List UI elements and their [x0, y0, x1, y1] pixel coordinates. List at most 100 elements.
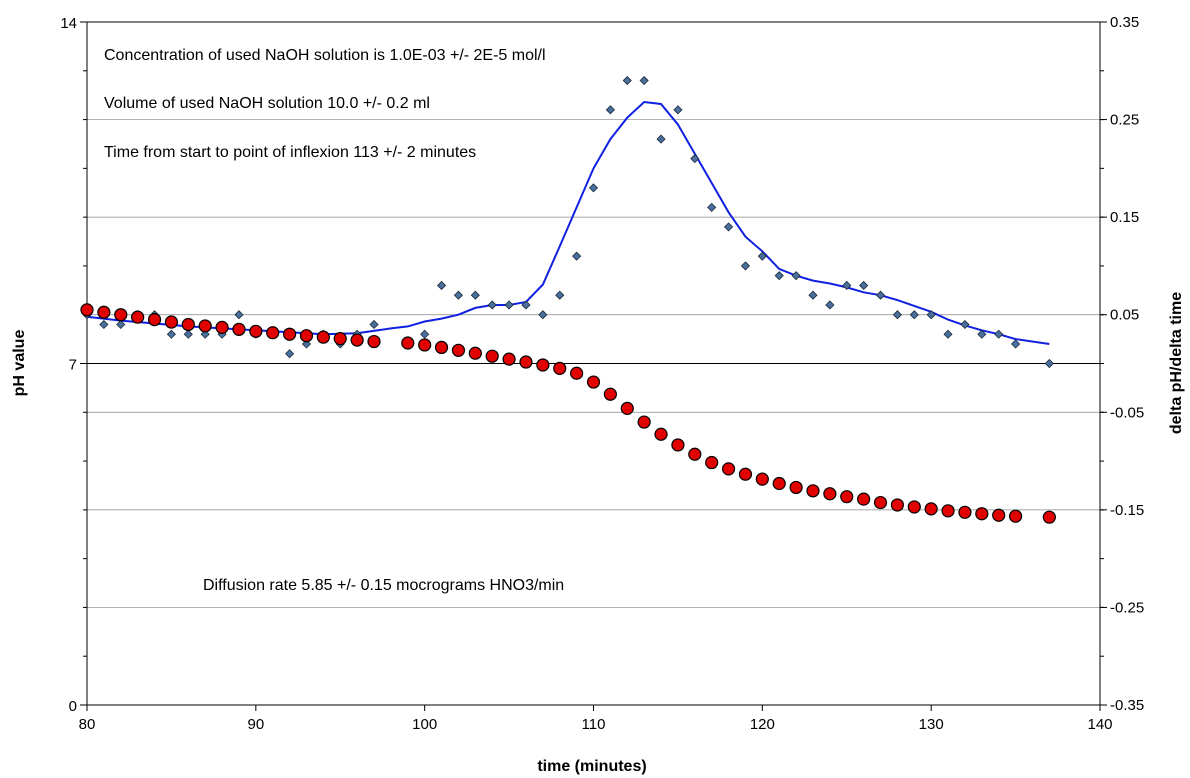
- derivative-point: [740, 261, 751, 271]
- moving-average-line: [86, 100, 1050, 345]
- ph-point: [283, 327, 297, 341]
- derivative-point: [724, 222, 734, 232]
- ph-point: [738, 467, 753, 481]
- y-right-tick-label: 0.35: [1110, 14, 1139, 31]
- ph-point: [97, 305, 111, 319]
- derivative-point: [926, 310, 936, 320]
- ph-point: [789, 480, 803, 495]
- ph-point: [806, 484, 820, 498]
- derivative-point: [842, 280, 852, 291]
- ph-point: [451, 343, 466, 357]
- x-tick-label: 120: [750, 716, 775, 733]
- ph-point: [755, 472, 769, 486]
- derivative-point: [504, 300, 514, 310]
- derivative-series: [82, 75, 1054, 369]
- derivative-point: [420, 329, 430, 339]
- derivative-point: [707, 202, 717, 212]
- ph-point: [992, 508, 1006, 522]
- ph-point: [215, 320, 229, 334]
- derivative-point: [943, 329, 953, 339]
- ph-point: [654, 427, 668, 441]
- x-axis-title: time (minutes): [537, 758, 646, 775]
- derivative-point: [994, 329, 1004, 339]
- ph-point: [333, 332, 347, 346]
- ph-point: [299, 329, 314, 343]
- ph-point: [114, 308, 128, 322]
- derivative-point: [487, 300, 497, 310]
- ph-point: [924, 502, 938, 516]
- ph-point: [401, 336, 415, 350]
- derivative-point: [183, 329, 193, 339]
- derivative-point: [301, 339, 312, 349]
- derivative-point: [234, 310, 244, 320]
- derivative-point: [555, 290, 565, 300]
- x-tick-label: 90: [247, 716, 264, 733]
- ph-point: [721, 462, 736, 476]
- y-right-tick-label: 0.05: [1110, 307, 1139, 324]
- ph-point: [857, 492, 871, 506]
- derivative-point: [166, 329, 176, 339]
- ph-point: [772, 476, 786, 491]
- y-left-tick-label: 14: [60, 15, 77, 32]
- ph-point: [840, 490, 854, 504]
- annotation-volume: Volume of used NaOH solution 10.0 +/- 0.…: [104, 95, 430, 112]
- y-axis-right-title: delta pH/delta time: [1168, 292, 1185, 434]
- derivative-point: [200, 329, 210, 339]
- ph-point: [958, 505, 972, 519]
- x-tick-label: 110: [582, 716, 606, 733]
- ph-point: [418, 338, 432, 352]
- y-right-tick-label: 0.25: [1110, 112, 1139, 129]
- derivative-point: [673, 105, 683, 115]
- derivative-point: [960, 319, 970, 330]
- x-tick-label: 140: [1087, 716, 1112, 733]
- ph-point: [823, 487, 837, 501]
- derivative-point: [656, 134, 666, 144]
- derivative-point: [453, 290, 463, 300]
- ph-point: [637, 415, 651, 429]
- y-axis-left-title: pH value: [11, 330, 28, 397]
- moving-average-line-series: [86, 100, 1050, 345]
- ph-point: [603, 387, 617, 401]
- ph-point: [1008, 509, 1023, 523]
- derivative-point: [521, 300, 531, 310]
- y-left-tick-label: 7: [69, 357, 77, 374]
- ph-point: [519, 355, 533, 369]
- derivative-point: [875, 290, 886, 300]
- derivative-point: [369, 319, 379, 330]
- derivative-point: [622, 75, 632, 86]
- ph-point: [316, 330, 330, 344]
- derivative-point: [825, 300, 835, 310]
- y-right-tick-label: -0.15: [1110, 502, 1144, 519]
- derivative-point: [977, 329, 987, 339]
- derivative-point: [808, 290, 818, 300]
- derivative-point: [690, 154, 700, 164]
- x-tick-label: 130: [919, 716, 944, 733]
- derivative-point: [572, 251, 582, 261]
- derivative-point: [639, 75, 649, 86]
- ph-point: [232, 322, 246, 336]
- ph-point: [181, 317, 195, 332]
- derivative-point: [436, 280, 447, 291]
- ph-point: [570, 366, 584, 380]
- ph-point: [586, 375, 601, 389]
- ph-point: [249, 324, 263, 338]
- ph-point: [873, 495, 888, 510]
- gridlines: [87, 21, 1100, 706]
- ph-point: [468, 346, 482, 360]
- ph-point: [890, 498, 905, 512]
- derivative-point: [1011, 339, 1021, 349]
- derivative-point: [909, 310, 919, 320]
- ph-point: [367, 334, 381, 349]
- y-right-tick-label: -0.05: [1110, 404, 1144, 421]
- derivative-point: [116, 319, 126, 330]
- ph-point: [502, 352, 516, 366]
- y-right-tick-label: -0.35: [1110, 697, 1144, 714]
- ph-series: [80, 303, 1056, 524]
- derivative-point: [791, 271, 801, 281]
- ph-point: [620, 401, 634, 415]
- ph-point: [80, 303, 94, 317]
- derivative-point: [588, 183, 599, 193]
- derivative-point: [859, 280, 869, 291]
